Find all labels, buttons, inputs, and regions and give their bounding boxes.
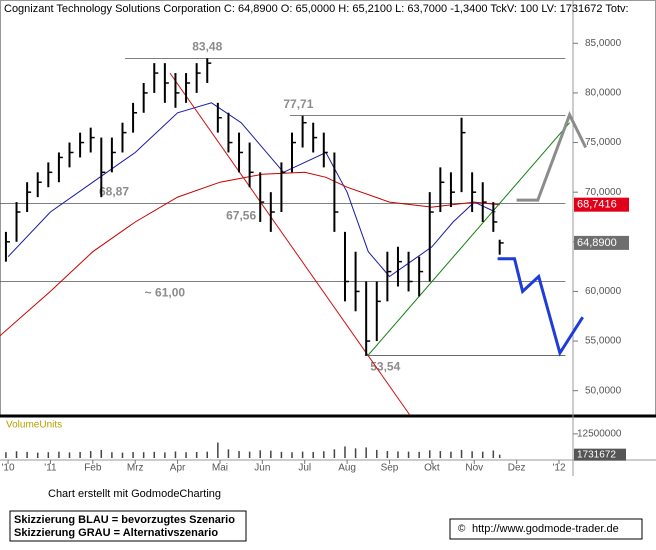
x-tick-label: '11 (44, 463, 57, 474)
volume-last-label: 1731672 (577, 449, 616, 460)
x-tick-label: Mai (212, 463, 228, 474)
volume-tick-label: 12500000 (577, 429, 622, 440)
level-label: 68,87 (99, 185, 129, 199)
x-tick-label: '10 (2, 463, 15, 474)
y-tick-label: 80,0000 (585, 88, 622, 99)
y-tick-label: 60,0000 (585, 286, 622, 297)
level-label: 53,54 (370, 360, 400, 374)
legend-text: Skizzierung BLAU = bevorzugtes Szenario (14, 514, 235, 526)
x-tick-label: Aug (338, 463, 356, 474)
chart-title: Cognizant Technology Solutions Corporati… (4, 3, 629, 15)
x-tick-label: Okt (424, 463, 440, 474)
y-tick-label: 70,0000 (585, 187, 622, 198)
credit: Chart erstellt mit GodmodeCharting (48, 488, 221, 500)
level-label: 83,48 (192, 40, 222, 54)
x-tick-label: Jul (298, 463, 311, 474)
y-tick-label: 50,0000 (585, 385, 622, 396)
x-tick-label: '12 (552, 463, 565, 474)
x-tick-label: Feb (84, 463, 102, 474)
x-tick-label: Dez (508, 463, 526, 474)
scenario-line (516, 111, 588, 202)
price-label-box (574, 235, 629, 250)
plot: VolumeUnits50,000055,000060,000065,00007… (0, 0, 656, 476)
url: http://www.godmode-trader.de (472, 523, 619, 535)
url-icon: © (458, 524, 466, 535)
x-tick-label: Mrz (127, 463, 144, 474)
legend-text: Skizzierung GRAU = Alternativszenario (14, 527, 218, 539)
legend-box (9, 510, 247, 542)
x-tick-label: Sep (381, 463, 399, 474)
y-tick-label: 85,0000 (585, 38, 622, 49)
indicator-line (367, 122, 570, 356)
indicator-line (0, 171, 500, 337)
y-tick-label: 75,0000 (585, 137, 622, 148)
scenario-line (497, 257, 584, 357)
annotation: 67,56 (226, 209, 256, 223)
level-label: 77,71 (283, 97, 313, 111)
price-label: 64,8900 (577, 237, 617, 249)
y-tick-label: 55,0000 (585, 336, 622, 347)
level-label: ~ 61,00 (145, 286, 186, 300)
price-label-box (574, 197, 629, 212)
x-tick-label: Jun (254, 463, 270, 474)
volume-title: VolumeUnits (6, 420, 62, 431)
volume-last-box (574, 448, 626, 461)
price-label: 68,7416 (577, 199, 617, 211)
x-tick-label: Apr (170, 463, 186, 474)
url-box (449, 518, 643, 540)
indicator-line (169, 72, 411, 416)
x-tick-label: Nov (465, 463, 483, 474)
